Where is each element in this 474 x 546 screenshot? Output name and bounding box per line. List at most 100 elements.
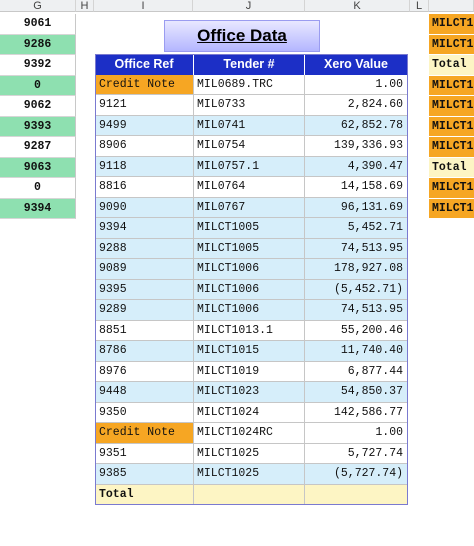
cell-office-ref[interactable]: 9118 [95, 156, 194, 177]
cell-tender[interactable]: MILCT1025 [194, 464, 305, 485]
cell-xero-value[interactable]: (5,727.74) [305, 464, 408, 485]
cell-m[interactable]: MILCT10 [429, 137, 474, 158]
cell-office-ref[interactable]: 9395 [95, 279, 194, 300]
cell-office-ref[interactable]: 9350 [95, 402, 194, 423]
table-row: 8786 MILCT1015 11,740.40 [95, 341, 408, 362]
cell-office-ref[interactable]: Credit Note [95, 423, 194, 444]
column-header-l[interactable]: L [410, 0, 429, 12]
cell-xero-value[interactable]: (5,452.71) [305, 279, 408, 300]
cell-m[interactable]: Total [429, 157, 474, 178]
cell-xero-value[interactable]: 11,740.40 [305, 341, 408, 362]
cell-g[interactable]: 9286 [0, 34, 76, 55]
cell-office-ref[interactable]: 9499 [95, 115, 194, 136]
header-office-ref[interactable]: Office Ref [95, 54, 194, 75]
cell-office-ref[interactable]: 8851 [95, 320, 194, 341]
cell-xero-value[interactable]: 142,586.77 [305, 402, 408, 423]
cell-g[interactable]: 9392 [0, 55, 76, 76]
cell-m[interactable]: MILCT10 [429, 116, 474, 137]
cell-xero-value[interactable]: 55,200.46 [305, 320, 408, 341]
cell-xero-value[interactable]: 96,131.69 [305, 197, 408, 218]
cell-xero-value[interactable]: 4,390.47 [305, 156, 408, 177]
table-row: 9118 MIL0757.1 4,390.47 [95, 156, 408, 177]
cell-xero-value[interactable]: 54,850.37 [305, 382, 408, 403]
cell-tender[interactable]: MILCT1015 [194, 341, 305, 362]
cell-m[interactable]: MILCT10 [429, 14, 474, 35]
cell-office-ref[interactable]: 8906 [95, 136, 194, 157]
cell-tender[interactable]: MIL0741 [194, 115, 305, 136]
cell-tender[interactable]: MILCT1006 [194, 259, 305, 280]
cell-office-ref[interactable]: Credit Note [95, 74, 194, 95]
cell-office-ref[interactable]: 8816 [95, 177, 194, 198]
cell-tender[interactable]: MILCT1024 [194, 402, 305, 423]
cell-m[interactable]: Total [429, 55, 474, 76]
cell-g[interactable]: 9061 [0, 14, 76, 35]
cell-xero-value[interactable]: 5,452.71 [305, 218, 408, 239]
cell-g[interactable]: 0 [0, 75, 76, 96]
column-header-k[interactable]: K [305, 0, 410, 12]
cell-m[interactable]: MILCT10 [429, 75, 474, 96]
cell-office-ref[interactable]: 9288 [95, 238, 194, 259]
cell-office-ref[interactable]: 9089 [95, 259, 194, 280]
cell-xero-value[interactable]: 139,336.93 [305, 136, 408, 157]
cell-xero-value[interactable]: 5,727.74 [305, 443, 408, 464]
cell-xero-value[interactable]: 178,927.08 [305, 259, 408, 280]
cell-tender[interactable]: MILCT1006 [194, 300, 305, 321]
office-data-title[interactable]: Office Data [164, 20, 320, 52]
cell-xero-value[interactable]: 1.00 [305, 74, 408, 95]
cell-tender[interactable]: MILCT1006 [194, 279, 305, 300]
cell-tender[interactable]: MILCT1019 [194, 361, 305, 382]
cell-office-ref[interactable]: 9289 [95, 300, 194, 321]
cell-g[interactable]: 9287 [0, 137, 76, 158]
cell-tender[interactable]: MILCT1024RC [194, 423, 305, 444]
cell-g[interactable]: 9063 [0, 157, 76, 178]
cell-office-ref[interactable]: 9448 [95, 382, 194, 403]
cell-m[interactable]: MILCT10 [429, 34, 474, 55]
column-header-g[interactable]: G [0, 0, 76, 12]
table-row: 9448 MILCT1023 54,850.37 [95, 382, 408, 403]
cell-g[interactable]: 0 [0, 178, 76, 199]
column-header-m[interactable] [429, 0, 474, 12]
cell-m[interactable]: MILCT10 [429, 96, 474, 117]
cell-tender[interactable]: MILCT1023 [194, 382, 305, 403]
cell-xero-value[interactable]: 74,513.95 [305, 238, 408, 259]
cell-tender[interactable]: MIL0757.1 [194, 156, 305, 177]
cell-xero-value[interactable]: 2,824.60 [305, 95, 408, 116]
header-tender[interactable]: Tender # [194, 54, 305, 75]
cell-xero-value[interactable]: 62,852.78 [305, 115, 408, 136]
cell-g[interactable]: 9393 [0, 116, 76, 137]
cell-tender[interactable]: MIL0764 [194, 177, 305, 198]
cell-office-ref[interactable]: 8786 [95, 341, 194, 362]
cell-office-ref[interactable]: 9121 [95, 95, 194, 116]
cell-g[interactable]: 9394 [0, 198, 76, 219]
cell-xero-value[interactable] [305, 484, 408, 505]
cell-xero-value[interactable]: 74,513.95 [305, 300, 408, 321]
column-header-h[interactable]: H [76, 0, 94, 12]
cell-m[interactable]: MILCT10 [429, 198, 474, 219]
cell-office-ref[interactable]: 9394 [95, 218, 194, 239]
title-text: Office Data [197, 26, 287, 45]
cell-tender[interactable]: MILCT1005 [194, 218, 305, 239]
cell-office-ref[interactable]: 8976 [95, 361, 194, 382]
cell-tender[interactable]: MIL0733 [194, 95, 305, 116]
cell-xero-value[interactable]: 14,158.69 [305, 177, 408, 198]
cell-xero-value[interactable]: 6,877.44 [305, 361, 408, 382]
column-header-j[interactable]: J [193, 0, 305, 12]
cell-m[interactable]: MILCT10 [429, 178, 474, 199]
cell-tender[interactable]: MILCT1005 [194, 238, 305, 259]
column-header-i[interactable]: I [94, 0, 193, 12]
cell-tender[interactable]: MIL0767 [194, 197, 305, 218]
cell-office-ref[interactable]: Total [95, 484, 194, 505]
cell-tender[interactable]: MIL0689.TRC [194, 74, 305, 95]
cell-xero-value[interactable]: 1.00 [305, 423, 408, 444]
table-row: 8816 MIL0764 14,158.69 [95, 177, 408, 198]
cell-g[interactable]: 9062 [0, 96, 76, 117]
cell-tender[interactable]: MILCT1025 [194, 443, 305, 464]
cell-office-ref[interactable]: 9385 [95, 464, 194, 485]
cell-office-ref[interactable]: 9351 [95, 443, 194, 464]
cell-tender[interactable]: MIL0754 [194, 136, 305, 157]
header-xero-value[interactable]: Xero Value [305, 54, 408, 75]
table-row: 9395 MILCT1006 (5,452.71) [95, 279, 408, 300]
cell-tender[interactable]: MILCT1013.1 [194, 320, 305, 341]
cell-tender[interactable] [194, 484, 305, 505]
cell-office-ref[interactable]: 9090 [95, 197, 194, 218]
